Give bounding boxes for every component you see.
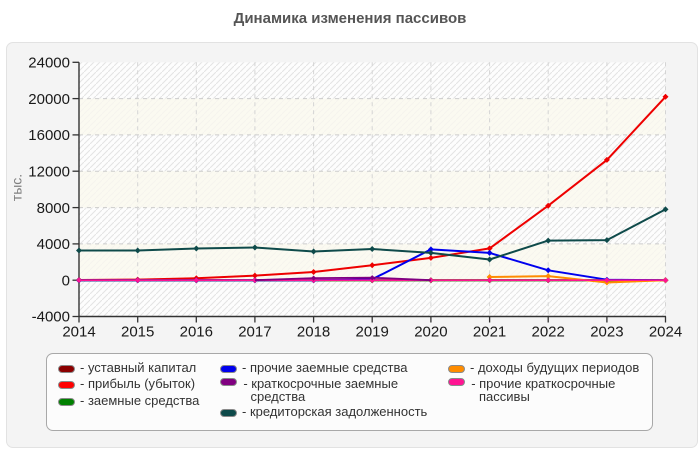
svg-text:0: 0 — [62, 272, 70, 289]
svg-text:2022: 2022 — [532, 324, 565, 341]
svg-text:2020: 2020 — [414, 324, 447, 341]
svg-text:-4000: -4000 — [32, 309, 70, 326]
svg-text:2024: 2024 — [649, 324, 682, 341]
svg-text:20000: 20000 — [28, 91, 70, 108]
svg-text:2023: 2023 — [590, 324, 623, 341]
svg-text:16000: 16000 — [28, 127, 70, 144]
svg-text:8000: 8000 — [37, 200, 70, 217]
svg-text:2018: 2018 — [297, 324, 330, 341]
svg-text:тыс.: тыс. — [9, 174, 25, 201]
svg-text:12000: 12000 — [28, 163, 70, 180]
svg-text:2014: 2014 — [62, 324, 95, 341]
svg-text:2019: 2019 — [356, 324, 389, 341]
svg-text:2016: 2016 — [180, 324, 213, 341]
svg-text:2017: 2017 — [238, 324, 271, 341]
svg-text:24000: 24000 — [28, 55, 70, 72]
svg-text:4000: 4000 — [37, 236, 70, 253]
svg-text:2021: 2021 — [473, 324, 506, 341]
svg-text:2015: 2015 — [121, 324, 154, 341]
